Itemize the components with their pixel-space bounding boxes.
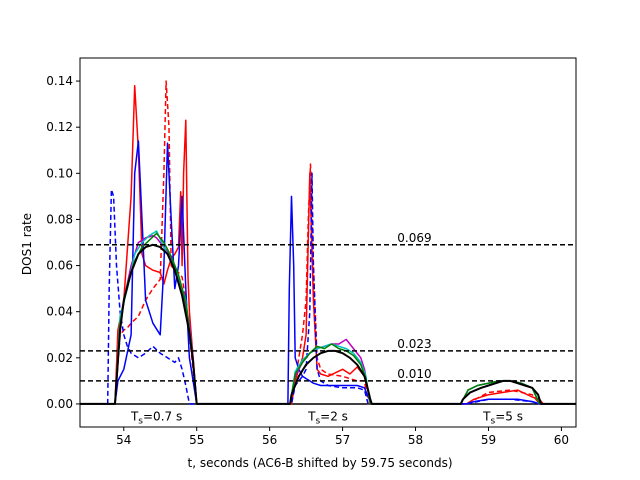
y-axis-ticks: 0.00 0.02 0.04 0.06 0.08 0.10 0.12 0.14	[46, 74, 80, 411]
y-tick-label-0: 0.00	[46, 397, 73, 411]
y-tick-label-3: 0.06	[46, 259, 73, 273]
y-axis-label: DOS1 rate	[20, 213, 34, 275]
x-axis-label: t, seconds (AC6-B shifted by 59.75 secon…	[188, 456, 453, 470]
threshold-label-0: 0.069	[397, 231, 431, 245]
series-line-6	[114, 232, 541, 405]
y-tick-label-5: 0.10	[46, 166, 73, 180]
series-line-3	[106, 172, 540, 405]
x-tick-label-5: 59	[481, 433, 496, 447]
x-tick-label-3: 57	[335, 433, 350, 447]
plot-area	[80, 80, 576, 405]
threshold-lines	[80, 244, 576, 382]
x-tick-label-1: 55	[189, 433, 204, 447]
threshold-label-2: 0.010	[397, 367, 431, 381]
y-tick-label-2: 0.04	[46, 305, 73, 319]
y-tick-label-7: 0.14	[46, 74, 73, 88]
window-annotations: Ts=0.7 s Ts=2 s Ts=5 s	[130, 409, 523, 426]
series-line-2	[80, 140, 576, 405]
x-tick-label-0: 54	[116, 433, 131, 447]
window-annotation-1: Ts=2 s	[307, 409, 348, 426]
window-annotation-0: Ts=0.7 s	[130, 409, 182, 426]
threshold-label-1: 0.023	[397, 337, 431, 351]
x-tick-label-4: 58	[408, 433, 423, 447]
window-annotation-2: Ts=5 s	[482, 409, 523, 426]
x-tick-label-2: 56	[262, 433, 277, 447]
y-tick-label-4: 0.08	[46, 212, 73, 226]
x-tick-label-6: 60	[554, 433, 569, 447]
y-tick-label-1: 0.02	[46, 351, 73, 365]
threshold-labels: 0.069 0.023 0.010	[397, 231, 431, 381]
y-tick-label-6: 0.12	[46, 120, 73, 134]
series-line-7	[80, 243, 576, 405]
axes-frame	[79, 57, 577, 428]
x-axis-ticks: 54 55 56 57 58 59 60	[116, 427, 569, 447]
